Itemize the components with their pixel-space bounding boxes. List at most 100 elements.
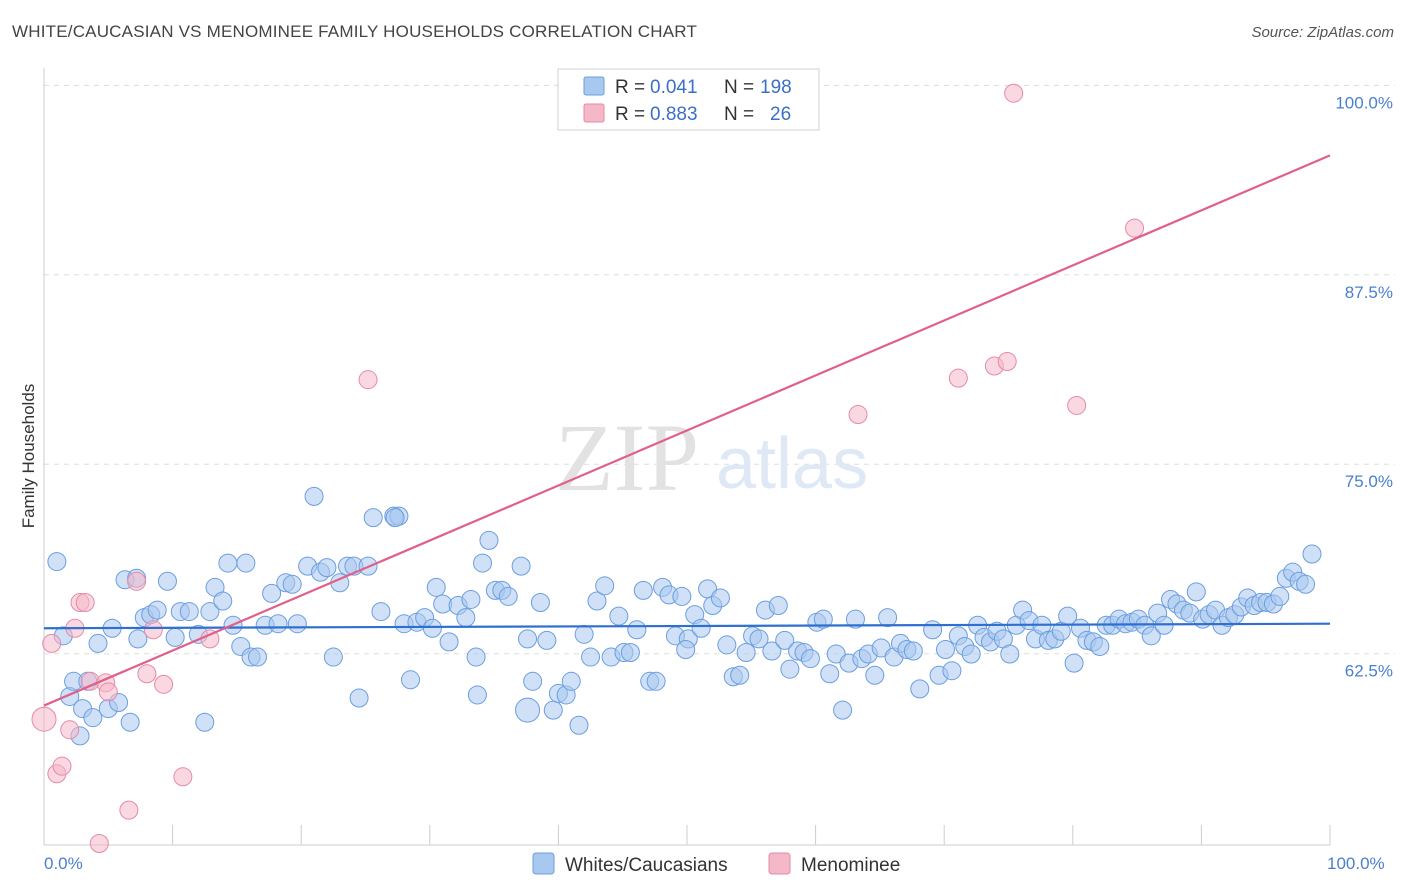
point-0-85 bbox=[609, 606, 629, 626]
point-0-112 bbox=[780, 659, 800, 679]
legend-r-label-1: R = bbox=[615, 77, 645, 98]
chart-title: WHITE/CAUCASIAN VS MENOMINEE FAMILY HOUS… bbox=[12, 22, 698, 41]
point-large-0-0 bbox=[515, 697, 541, 723]
point-0-30 bbox=[236, 553, 256, 573]
point-0-131 bbox=[903, 641, 923, 661]
point-0-32 bbox=[247, 647, 267, 667]
point-0-139 bbox=[961, 644, 981, 664]
point-0-105 bbox=[736, 643, 756, 663]
point-0-74 bbox=[537, 630, 557, 650]
point-0-155 bbox=[1064, 653, 1084, 673]
x-tick-labels: 0.0% 100.0% bbox=[44, 854, 1385, 873]
point-0-49 bbox=[363, 508, 383, 528]
point-0-58 bbox=[426, 577, 446, 597]
point-1-25 bbox=[1125, 218, 1145, 238]
point-0-34 bbox=[262, 583, 282, 603]
legend-r-value-1: 0.041 bbox=[650, 77, 698, 98]
point-0-64 bbox=[466, 647, 486, 667]
y-tick-0: 100.0% bbox=[1335, 93, 1393, 112]
point-0-118 bbox=[820, 664, 840, 684]
point-0-95 bbox=[672, 586, 692, 606]
trend-line-1 bbox=[43, 154, 1331, 707]
x-tick-right: 100.0% bbox=[1327, 854, 1385, 873]
point-0-65 bbox=[473, 553, 493, 573]
point-0-194 bbox=[385, 508, 405, 528]
point-0-110 bbox=[768, 596, 788, 616]
point-0-18 bbox=[157, 571, 177, 591]
bottom-legend-label-pink: Menominee bbox=[801, 855, 900, 876]
point-0-133 bbox=[923, 620, 943, 640]
point-0-14 bbox=[128, 629, 148, 649]
point-1-11 bbox=[119, 800, 139, 820]
legend-swatch-blue bbox=[583, 76, 605, 96]
point-1-15 bbox=[154, 674, 174, 694]
point-0-98 bbox=[691, 618, 711, 638]
point-0-38 bbox=[287, 614, 307, 634]
point-0-8 bbox=[88, 633, 108, 653]
point-0-187 bbox=[1270, 586, 1290, 606]
y-tick-2: 75.0% bbox=[1345, 472, 1393, 491]
watermark-atlas: atlas bbox=[716, 424, 868, 504]
point-1-24 bbox=[1067, 395, 1087, 415]
point-0-132 bbox=[910, 679, 930, 699]
watermark-zip: ZIP bbox=[555, 404, 699, 511]
point-0-40 bbox=[304, 486, 324, 506]
point-0-79 bbox=[569, 715, 589, 735]
point-1-18 bbox=[358, 370, 378, 390]
point-1-12 bbox=[127, 571, 147, 591]
point-0-174 bbox=[1186, 582, 1206, 602]
point-0-81 bbox=[581, 647, 601, 667]
point-0-23 bbox=[195, 712, 215, 732]
point-0-120 bbox=[833, 700, 853, 720]
point-0-43 bbox=[323, 647, 343, 667]
point-0-42 bbox=[317, 558, 337, 578]
point-0-119 bbox=[826, 644, 846, 664]
point-0-167 bbox=[1141, 626, 1161, 646]
point-0-37 bbox=[282, 574, 302, 594]
point-0-122 bbox=[845, 609, 865, 629]
point-0-80 bbox=[574, 624, 594, 644]
point-0-57 bbox=[422, 618, 442, 638]
legend-n-label-2: N = bbox=[724, 104, 754, 125]
point-1-2 bbox=[52, 756, 72, 776]
legend-r-label-2: R = bbox=[615, 104, 645, 125]
point-0-191 bbox=[1296, 574, 1316, 594]
point-large-1-0 bbox=[31, 706, 57, 732]
legend-n-value-2: 26 bbox=[770, 104, 791, 125]
point-0-145 bbox=[1000, 644, 1020, 664]
point-1-0 bbox=[42, 633, 62, 653]
point-0-13 bbox=[120, 712, 140, 732]
y-tick-1: 87.5% bbox=[1345, 283, 1393, 302]
point-1-23 bbox=[1004, 83, 1024, 103]
point-0-109 bbox=[762, 641, 782, 661]
point-0-192 bbox=[1302, 544, 1322, 564]
legend-swatch-pink bbox=[583, 103, 605, 123]
bottom-legend-label-blue: Whites/Caucasians bbox=[565, 855, 728, 876]
point-0-196 bbox=[467, 685, 487, 705]
point-0-111 bbox=[775, 630, 795, 650]
point-0-26 bbox=[213, 591, 233, 611]
point-0-35 bbox=[268, 614, 288, 634]
y-tick-labels: 100.0% 87.5% 75.0% 62.5% bbox=[1335, 93, 1393, 680]
point-0-17 bbox=[147, 600, 167, 620]
point-1-6 bbox=[75, 592, 95, 612]
legend-n-value-1: 198 bbox=[760, 77, 792, 98]
point-0-135 bbox=[935, 639, 955, 659]
point-0-75 bbox=[543, 700, 563, 720]
point-0-50 bbox=[371, 602, 391, 622]
watermark: ZIP atlas bbox=[555, 404, 868, 511]
point-0-21 bbox=[179, 602, 199, 622]
point-0-126 bbox=[871, 638, 891, 658]
point-0-127 bbox=[878, 608, 898, 628]
point-0-88 bbox=[627, 620, 647, 640]
point-0-19 bbox=[165, 627, 185, 647]
point-0-72 bbox=[523, 671, 543, 691]
point-0-62 bbox=[456, 608, 476, 628]
point-1-19 bbox=[848, 405, 868, 425]
point-0-159 bbox=[1090, 636, 1110, 656]
series-legend: Whites/Caucasians Menominee bbox=[532, 852, 900, 876]
point-1-16 bbox=[173, 767, 193, 787]
point-0-78 bbox=[561, 671, 581, 691]
point-1-22 bbox=[997, 351, 1017, 371]
